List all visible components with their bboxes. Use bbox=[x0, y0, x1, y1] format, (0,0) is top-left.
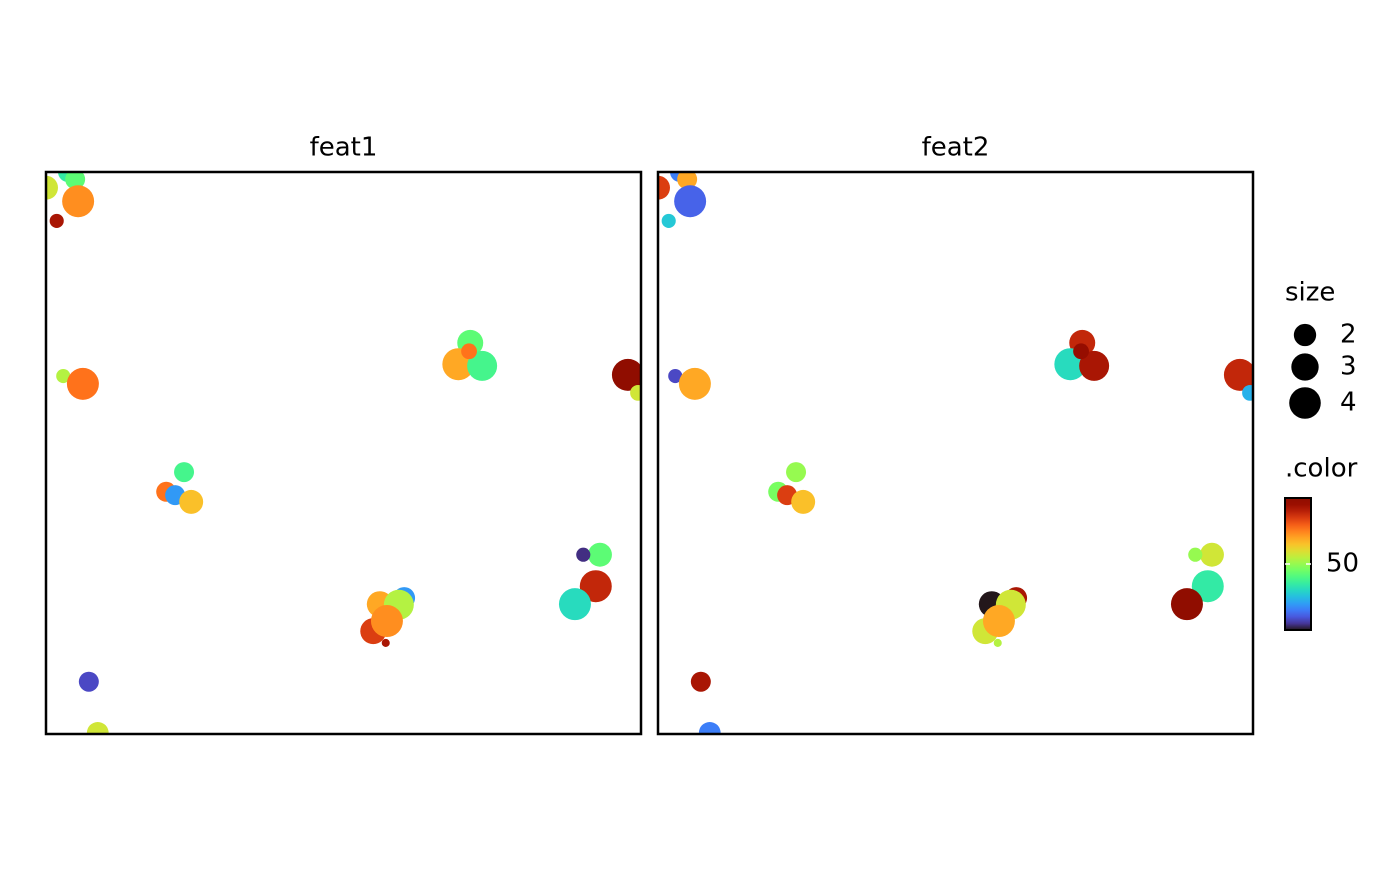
size-legend-label: 4 bbox=[1340, 388, 1357, 418]
colorbar-label: 50 bbox=[1326, 549, 1359, 579]
point bbox=[49, 213, 64, 228]
point bbox=[1079, 350, 1110, 381]
point bbox=[698, 721, 721, 734]
point bbox=[467, 350, 498, 381]
point bbox=[786, 462, 807, 483]
size-legend-title: size bbox=[1285, 278, 1335, 308]
point bbox=[674, 185, 707, 218]
point bbox=[1223, 358, 1253, 391]
panel-border bbox=[44, 170, 643, 736]
point bbox=[993, 638, 1002, 647]
panel-title: feat1 bbox=[310, 133, 378, 163]
point bbox=[66, 367, 99, 400]
size-legend-label: 3 bbox=[1340, 352, 1357, 382]
point bbox=[677, 172, 698, 190]
color-legend-title: .color bbox=[1285, 454, 1358, 484]
point bbox=[46, 175, 58, 200]
point bbox=[587, 542, 612, 567]
point bbox=[611, 358, 641, 391]
point bbox=[579, 570, 612, 603]
point bbox=[1191, 570, 1224, 603]
point bbox=[658, 175, 670, 200]
point bbox=[65, 172, 86, 190]
point bbox=[179, 489, 204, 514]
point bbox=[982, 605, 1015, 638]
panel-title: feat2 bbox=[922, 133, 990, 163]
point bbox=[576, 547, 591, 562]
point bbox=[86, 721, 109, 734]
points bbox=[658, 172, 1253, 734]
point bbox=[381, 638, 390, 647]
size-legend-label: 2 bbox=[1340, 320, 1357, 350]
point bbox=[78, 671, 99, 692]
point bbox=[1073, 343, 1089, 360]
size-legend-key bbox=[1291, 353, 1319, 381]
panel-border bbox=[656, 170, 1255, 736]
points bbox=[46, 172, 641, 734]
point bbox=[668, 368, 683, 384]
point bbox=[630, 384, 641, 401]
point bbox=[558, 588, 591, 621]
point bbox=[62, 185, 95, 218]
point bbox=[791, 489, 816, 514]
point bbox=[661, 213, 676, 228]
point bbox=[1242, 384, 1253, 401]
point bbox=[174, 462, 195, 483]
point bbox=[1188, 547, 1203, 562]
point bbox=[1170, 588, 1203, 621]
point bbox=[690, 671, 711, 692]
size-legend-key bbox=[1289, 387, 1321, 419]
size-legend-key bbox=[1293, 323, 1317, 347]
point bbox=[56, 368, 71, 384]
point bbox=[370, 605, 403, 638]
point bbox=[461, 343, 477, 360]
point bbox=[678, 367, 711, 400]
point bbox=[1199, 542, 1224, 567]
